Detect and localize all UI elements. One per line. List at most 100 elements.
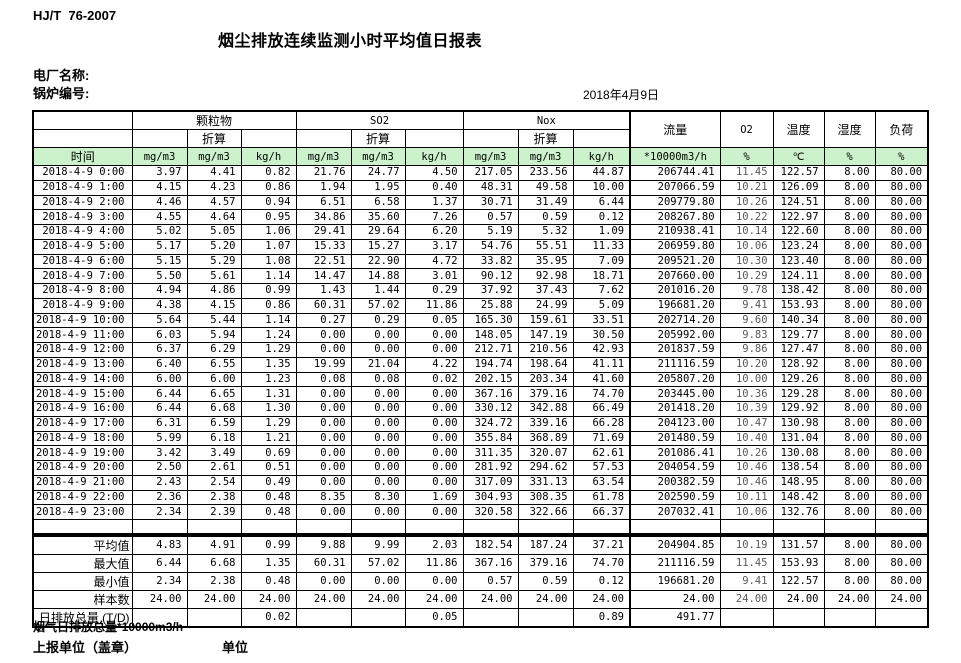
summary-row: 平均值 4.83 4.91 0.99 9.88 9.99 2.03 182.54 187.24 3… (32, 535, 929, 555)
summary-label: 平均值 (32, 535, 133, 555)
summary-value-cell: 0.89 (572, 608, 631, 628)
value-cell: 0.00 (404, 445, 464, 461)
table-row: 2018-4-9 13:00 6.40 6.55 1.35 19.99 21.04 4.22… (32, 356, 929, 373)
value-cell: 10.14 (719, 224, 774, 240)
value-cell: 0.95 (240, 209, 297, 225)
value-cell: 4.50 (404, 165, 464, 181)
summary-value-cell: 196681.20 (629, 572, 721, 591)
value-cell: 0.00 (350, 415, 406, 432)
table-row: 2018-4-9 23:00 2.34 2.39 0.48 0.00 0.00 0.00 32… (32, 504, 929, 520)
value-cell: 0.27 (295, 312, 352, 329)
temp-unit: ℃ (772, 147, 825, 166)
time-cell: 2018-4-9 15:00 (32, 386, 133, 402)
value-cell: 44.87 (572, 165, 631, 181)
value-cell: 35.60 (350, 209, 406, 225)
value-cell: 0.51 (240, 460, 297, 476)
summary-value-cell: 24.00 (772, 590, 825, 609)
value-cell: 10.46 (719, 474, 774, 491)
summary-value-cell: 9.88 (295, 535, 352, 555)
load-unit: % (874, 147, 929, 166)
value-cell: 148.05 (462, 327, 519, 343)
time-cell: 2018-4-9 4:00 (32, 224, 133, 240)
value-cell: 5.61 (186, 268, 242, 284)
summary-value-cell: 8.00 (823, 535, 876, 555)
summary-value-cell: 0.57 (462, 572, 519, 591)
summary-value-cell: 24.00 (131, 590, 188, 609)
value-cell: 2.36 (131, 489, 188, 506)
nox-converted-header: 折算 (517, 129, 574, 148)
summary-value-cell: 80.00 (874, 572, 929, 591)
value-cell: 153.93 (772, 297, 825, 314)
time-cell: 2018-4-9 5:00 (32, 238, 133, 255)
value-cell: 0.00 (404, 327, 464, 343)
summary-value-cell: 0.05 (404, 608, 464, 628)
value-cell: 1.14 (240, 268, 297, 284)
value-cell: 206744.41 (629, 165, 721, 181)
value-cell: 80.00 (874, 268, 929, 284)
value-cell: 3.01 (404, 268, 464, 284)
value-cell: 1.23 (240, 371, 297, 388)
value-cell: 6.44 (572, 194, 631, 211)
value-cell: 5.09 (572, 297, 631, 314)
blank-cell (131, 129, 188, 148)
value-cell: 8.00 (823, 224, 876, 240)
value-cell: 0.00 (350, 342, 406, 358)
value-cell: 0.00 (404, 474, 464, 491)
value-cell: 4.64 (186, 209, 242, 225)
value-cell: 6.03 (131, 327, 188, 343)
summary-value-cell: 9.41 (719, 572, 774, 591)
value-cell: 0.99 (240, 283, 297, 299)
time-cell: 2018-4-9 0:00 (32, 165, 133, 181)
value-cell: 208267.80 (629, 209, 721, 225)
value-cell: 34.86 (295, 209, 352, 225)
value-cell: 5.50 (131, 268, 188, 284)
value-cell: 339.16 (517, 415, 574, 432)
value-cell: 331.13 (517, 474, 574, 491)
value-cell: 0.00 (295, 430, 352, 447)
value-cell: 41.11 (572, 356, 631, 373)
value-cell: 2.38 (186, 489, 242, 506)
value-cell: 196681.20 (629, 297, 721, 314)
value-cell: 15.27 (350, 238, 406, 255)
value-cell: 1.95 (350, 179, 406, 196)
empty-cell (874, 519, 929, 534)
table-row: 2018-4-9 14:00 6.00 6.00 1.23 0.08 0.08 0.02 20… (32, 371, 929, 388)
summary-value-cell (350, 608, 406, 628)
value-cell: 201837.59 (629, 342, 721, 358)
summary-row: 日排放总量 (T/D) 0.02 0.05 0.89 491.77 (32, 608, 929, 628)
summary-label: 最小值 (32, 572, 133, 591)
value-cell: 5.32 (517, 224, 574, 240)
value-cell: 202714.20 (629, 312, 721, 329)
blank-cell (240, 129, 297, 148)
empty-cell (572, 519, 631, 534)
value-cell: 147.19 (517, 327, 574, 343)
value-cell: 209521.20 (629, 253, 721, 270)
value-cell: 308.35 (517, 489, 574, 506)
value-cell: 201418.20 (629, 401, 721, 417)
value-cell: 2.50 (131, 460, 188, 476)
summary-table: 平均值 4.83 4.91 0.99 9.88 9.99 2.03 182.54 187.24 3… (32, 535, 929, 628)
summary-value-cell: 6.68 (186, 554, 242, 573)
summary-value-cell: 2.03 (404, 535, 464, 555)
value-cell: 6.37 (131, 342, 188, 358)
value-cell: 0.48 (240, 489, 297, 506)
summary-value-cell: 24.00 (517, 590, 574, 609)
value-cell: 1.44 (350, 283, 406, 299)
value-cell: 5.15 (131, 253, 188, 270)
value-cell: 5.20 (186, 238, 242, 255)
empty-row (32, 519, 929, 534)
table-row: 2018-4-9 18:00 5.99 6.18 1.21 0.00 0.00 0.00 35… (32, 430, 929, 447)
value-cell: 202590.59 (629, 489, 721, 506)
value-cell: 61.78 (572, 489, 631, 506)
value-cell: 80.00 (874, 504, 929, 520)
table-row: 2018-4-9 17:00 6.31 6.59 1.29 0.00 0.00 0.00 32… (32, 415, 929, 432)
value-cell: 0.40 (404, 179, 464, 196)
value-cell: 127.47 (772, 342, 825, 358)
value-cell: 126.09 (772, 179, 825, 196)
value-cell: 1.07 (240, 238, 297, 255)
value-cell: 10.06 (719, 238, 774, 255)
summary-value-cell (823, 608, 876, 628)
value-cell: 4.55 (131, 209, 188, 225)
value-cell: 211116.59 (629, 356, 721, 373)
value-cell: 5.29 (186, 253, 242, 270)
